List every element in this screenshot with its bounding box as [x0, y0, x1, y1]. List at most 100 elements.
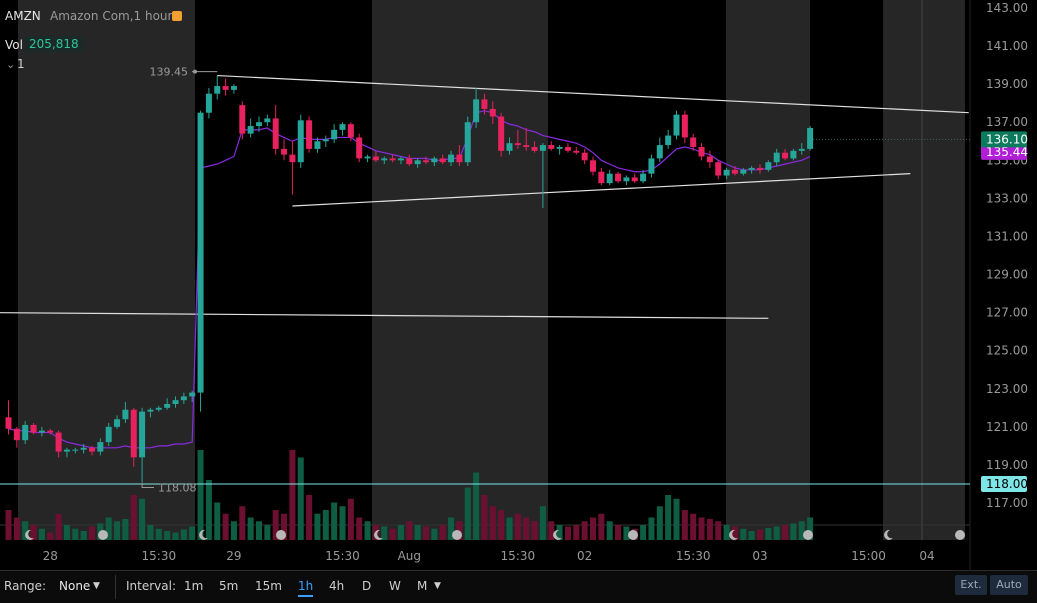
interval-w[interactable]: W — [389, 579, 401, 593]
candle-body — [97, 442, 104, 452]
interval-15m[interactable]: 15m — [255, 579, 282, 593]
lower-trendline — [292, 173, 911, 207]
candle — [247, 118, 254, 138]
volume-bar — [406, 521, 413, 540]
candle — [665, 129, 672, 149]
bottom-toolbar: Range: None ▼ Interval: 1m 5m 15m 1h 4h … — [0, 570, 1037, 603]
candle — [564, 143, 571, 153]
session-band — [372, 0, 548, 540]
volume-bar — [347, 498, 354, 540]
candle-body — [364, 156, 371, 159]
interval-m[interactable]: M — [417, 579, 428, 593]
volume-bar — [531, 521, 538, 540]
study-level: 1 — [17, 57, 25, 71]
candle — [481, 93, 488, 115]
candle — [322, 135, 329, 147]
volume-bar — [623, 526, 630, 540]
volume-bar — [339, 506, 346, 540]
price-tick-label: 121.00 — [986, 420, 1028, 434]
candle — [648, 154, 655, 178]
candle-body — [481, 99, 488, 109]
candle-body — [63, 449, 70, 452]
candle-body — [640, 173, 647, 182]
symbol-label[interactable]: AMZN — [5, 9, 41, 23]
auto-button[interactable]: Auto — [990, 575, 1028, 595]
volume-bar — [514, 513, 521, 540]
candle-body — [47, 430, 54, 433]
candle-body — [189, 392, 196, 397]
ext-button[interactable]: Ext. — [955, 575, 987, 595]
candle — [573, 146, 580, 155]
volume-bar — [539, 506, 546, 540]
time-tick-label: Aug — [398, 549, 421, 563]
candle-body — [740, 169, 747, 174]
candle-body — [456, 154, 463, 163]
candle — [230, 84, 237, 94]
candle — [723, 167, 730, 180]
candle-body — [230, 86, 237, 90]
volume-bar — [648, 517, 655, 540]
interval-5m[interactable]: 5m — [219, 579, 239, 593]
interval-1m[interactable]: 1m — [184, 579, 204, 593]
candle-body — [356, 137, 363, 159]
candle-body — [631, 177, 638, 182]
candle — [681, 110, 688, 144]
candle-body — [598, 171, 605, 184]
candle — [272, 105, 279, 155]
volume-bar — [807, 517, 814, 540]
candle — [63, 447, 70, 458]
volume-bar — [573, 525, 580, 540]
candle-body — [331, 129, 338, 140]
candle — [798, 143, 805, 155]
session-band — [883, 0, 965, 540]
candle — [72, 447, 79, 454]
volume-bar — [723, 525, 730, 540]
candle — [489, 101, 496, 125]
candle-body — [414, 160, 421, 165]
volume-bar — [364, 521, 371, 540]
volume-bar — [715, 521, 722, 540]
candle-body — [114, 419, 121, 427]
candle — [406, 154, 413, 167]
volume-label: Vol — [5, 38, 23, 52]
sun-icon — [803, 530, 813, 540]
candle — [306, 116, 313, 153]
range-select[interactable]: None — [59, 579, 91, 593]
volume-bar — [473, 472, 480, 540]
range-label: Range: — [4, 579, 47, 593]
interval-1h[interactable]: 1h — [298, 579, 314, 597]
sun-icon — [98, 530, 108, 540]
candle-body — [473, 99, 480, 123]
volume-bar — [122, 519, 129, 540]
volume-bar — [314, 513, 321, 540]
caret-down-icon[interactable]: ▼ — [93, 581, 100, 591]
candle-body — [72, 449, 79, 451]
volume-bar — [230, 521, 237, 540]
candle — [130, 407, 137, 467]
candle-body — [406, 158, 413, 165]
candle-body — [164, 404, 171, 408]
interval-label: Interval: — [126, 579, 176, 593]
time-tick-label: 15:00 — [851, 549, 886, 563]
candle — [289, 141, 296, 195]
candle-body — [147, 409, 154, 412]
candle — [47, 428, 54, 435]
candle-body — [523, 145, 530, 147]
caret-down-icon[interactable]: ▼ — [434, 581, 441, 591]
candle — [757, 164, 763, 174]
vwap-price-badge-bg — [981, 143, 1027, 160]
upper-trendline — [217, 74, 969, 114]
volume-bar — [164, 531, 171, 540]
candle-body — [489, 108, 496, 117]
candle — [773, 148, 780, 167]
chevron-down-icon[interactable]: ⌄ — [6, 58, 16, 71]
interval-d[interactable]: D — [362, 579, 372, 593]
volume-bar — [706, 519, 713, 540]
candle-body — [790, 150, 797, 159]
interval-4h[interactable]: 4h — [329, 579, 345, 593]
candle-body — [431, 158, 438, 163]
menu-icon[interactable] — [172, 11, 182, 21]
volume-bar — [197, 450, 204, 540]
time-tick-label: 15:30 — [325, 549, 360, 563]
